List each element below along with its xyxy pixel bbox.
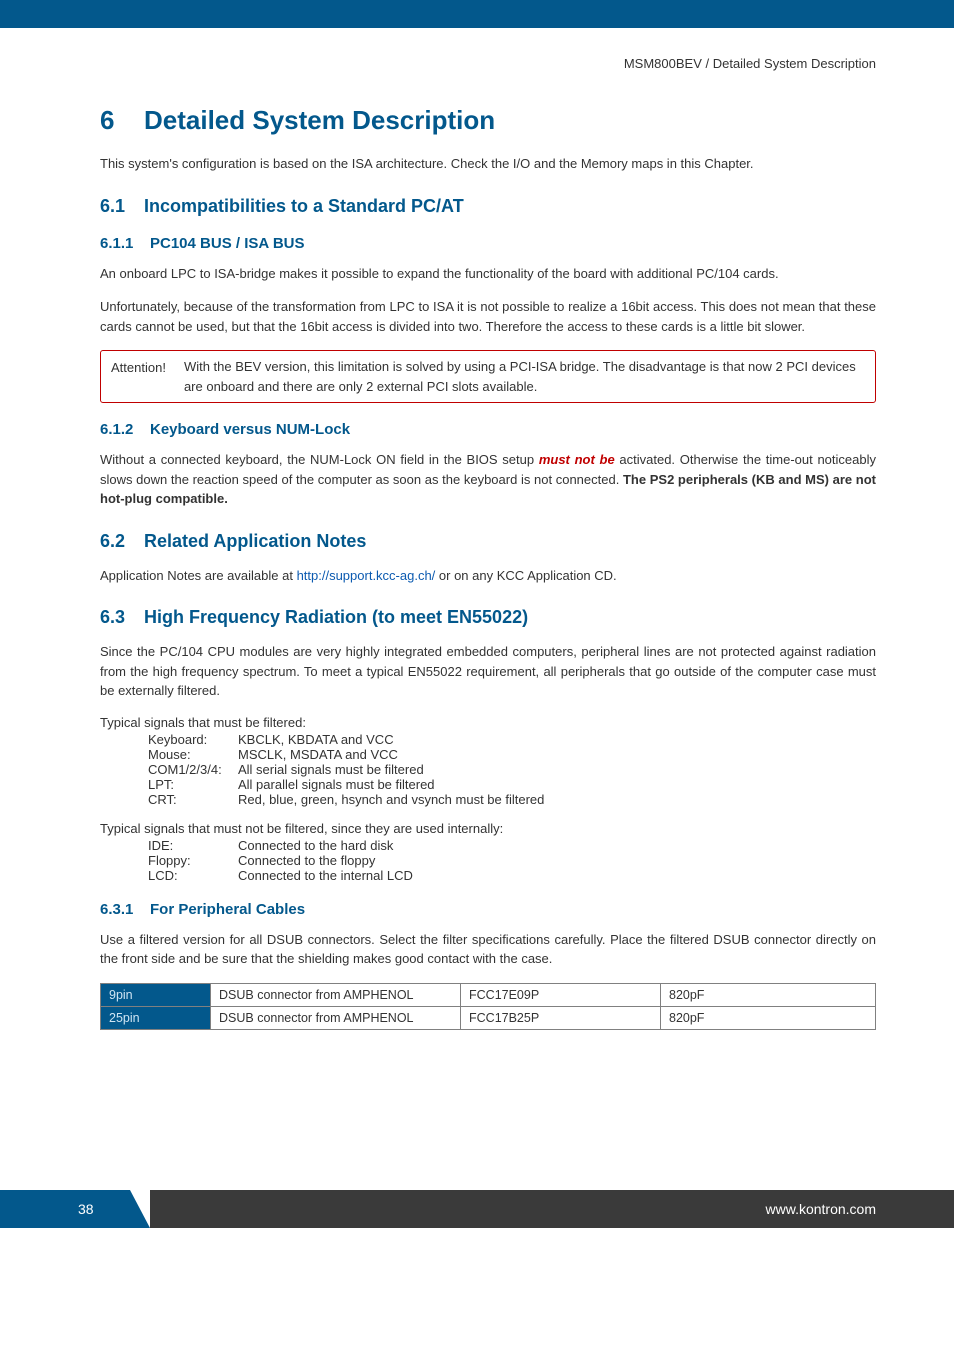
p-631: Use a filtered version for all DSUB conn… bbox=[100, 930, 876, 969]
cell-desc: DSUB connector from AMPHENOL bbox=[211, 1006, 461, 1029]
must-not-be: must not be bbox=[539, 452, 615, 467]
sig-row: IDE:Connected to the hard disk bbox=[148, 838, 876, 853]
h2-61: 6.1Incompatibilities to a Standard PC/AT bbox=[100, 196, 876, 217]
h2-62: 6.2Related Application Notes bbox=[100, 531, 876, 552]
h3-612: 6.1.2Keyboard versus NUM-Lock bbox=[100, 421, 876, 438]
sig-label: IDE: bbox=[148, 838, 238, 853]
sig-row: Keyboard:KBCLK, KBDATA and VCC bbox=[148, 732, 876, 747]
sig-row: LCD:Connected to the internal LCD bbox=[148, 868, 876, 883]
h2-62-title: Related Application Notes bbox=[144, 531, 366, 551]
filtered-table: Keyboard:KBCLK, KBDATA and VCC Mouse:MSC… bbox=[148, 732, 876, 807]
intro-paragraph: This system's configuration is based on … bbox=[100, 154, 876, 174]
notfiltered-table: IDE:Connected to the hard disk Floppy:Co… bbox=[148, 838, 876, 883]
cell-cap: 820pF bbox=[661, 983, 876, 1006]
cell-part: FCC17B25P bbox=[461, 1006, 661, 1029]
p-611-1: An onboard LPC to ISA-bridge makes it po… bbox=[100, 264, 876, 284]
sig-value: Connected to the floppy bbox=[238, 853, 375, 868]
sig-row: LPT:All parallel signals must be filtere… bbox=[148, 777, 876, 792]
table-row: 9pin DSUB connector from AMPHENOL FCC17E… bbox=[101, 983, 876, 1006]
sig-label: Mouse: bbox=[148, 747, 238, 762]
attention-label: Attention! bbox=[111, 357, 166, 396]
table-row: 25pin DSUB connector from AMPHENOL FCC17… bbox=[101, 1006, 876, 1029]
sig-value: All parallel signals must be filtered bbox=[238, 777, 435, 792]
p-62-a: Application Notes are available at bbox=[100, 568, 297, 583]
sig-value: MSCLK, MSDATA and VCC bbox=[238, 747, 398, 762]
cell-pins: 9pin bbox=[101, 983, 211, 1006]
sig-value: Connected to the hard disk bbox=[238, 838, 393, 853]
h3-631-title: For Peripheral Cables bbox=[150, 901, 305, 918]
cell-cap: 820pF bbox=[661, 1006, 876, 1029]
h3-631-num: 6.3.1 bbox=[100, 901, 150, 918]
p-62-b: or on any KCC Application CD. bbox=[435, 568, 616, 583]
sig-row: COM1/2/3/4:All serial signals must be fi… bbox=[148, 762, 876, 777]
sig-label: CRT: bbox=[148, 792, 238, 807]
h3-612-title: Keyboard versus NUM-Lock bbox=[150, 421, 350, 438]
h3-611: 6.1.1PC104 BUS / ISA BUS bbox=[100, 235, 876, 252]
sig-value: KBCLK, KBDATA and VCC bbox=[238, 732, 394, 747]
sig-row: CRT:Red, blue, green, hsynch and vsynch … bbox=[148, 792, 876, 807]
sig-value: Red, blue, green, hsynch and vsynch must… bbox=[238, 792, 544, 807]
support-link[interactable]: http://support.kcc-ag.ch/ bbox=[297, 568, 436, 583]
cell-pins: 25pin bbox=[101, 1006, 211, 1029]
p-612-a: Without a connected keyboard, the NUM-Lo… bbox=[100, 452, 539, 467]
p-62: Application Notes are available at http:… bbox=[100, 566, 876, 586]
h2-62-num: 6.2 bbox=[100, 531, 144, 552]
h3-611-num: 6.1.1 bbox=[100, 235, 150, 252]
filtered-intro: Typical signals that must be filtered: bbox=[100, 715, 876, 730]
h3-631: 6.3.1For Peripheral Cables bbox=[100, 901, 876, 918]
attention-text: With the BEV version, this limitation is… bbox=[184, 357, 865, 396]
breadcrumb: MSM800BEV / Detailed System Description bbox=[0, 28, 954, 81]
sig-row: Mouse:MSCLK, MSDATA and VCC bbox=[148, 747, 876, 762]
sig-label: LPT: bbox=[148, 777, 238, 792]
sig-value: Connected to the internal LCD bbox=[238, 868, 413, 883]
h1: 6Detailed System Description bbox=[100, 105, 876, 136]
h2-63-num: 6.3 bbox=[100, 607, 144, 628]
p-63-1: Since the PC/104 CPU modules are very hi… bbox=[100, 642, 876, 701]
h1-title: Detailed System Description bbox=[144, 105, 495, 135]
h2-63-title: High Frequency Radiation (to meet EN5502… bbox=[144, 607, 528, 627]
h2-63: 6.3High Frequency Radiation (to meet EN5… bbox=[100, 607, 876, 628]
p-612: Without a connected keyboard, the NUM-Lo… bbox=[100, 450, 876, 509]
page-number: 38 bbox=[0, 1190, 130, 1228]
notfiltered-intro: Typical signals that must not be filtere… bbox=[100, 821, 876, 836]
h2-61-num: 6.1 bbox=[100, 196, 144, 217]
sig-value: All serial signals must be filtered bbox=[238, 762, 424, 777]
sig-row: Floppy:Connected to the floppy bbox=[148, 853, 876, 868]
dsub-table: 9pin DSUB connector from AMPHENOL FCC17E… bbox=[100, 983, 876, 1030]
sig-label: Floppy: bbox=[148, 853, 238, 868]
h1-num: 6 bbox=[100, 105, 144, 136]
h2-61-title: Incompatibilities to a Standard PC/AT bbox=[144, 196, 464, 216]
h3-612-num: 6.1.2 bbox=[100, 421, 150, 438]
cell-part: FCC17E09P bbox=[461, 983, 661, 1006]
cell-desc: DSUB connector from AMPHENOL bbox=[211, 983, 461, 1006]
attention-box: Attention! With the BEV version, this li… bbox=[100, 350, 876, 403]
page-footer: 38 www.kontron.com bbox=[0, 1190, 954, 1228]
h3-611-title: PC104 BUS / ISA BUS bbox=[150, 235, 305, 252]
top-bar bbox=[0, 0, 954, 28]
sig-label: COM1/2/3/4: bbox=[148, 762, 238, 777]
p-611-2: Unfortunately, because of the transforma… bbox=[100, 297, 876, 336]
sig-label: LCD: bbox=[148, 868, 238, 883]
sig-label: Keyboard: bbox=[148, 732, 238, 747]
page-content: 6Detailed System Description This system… bbox=[0, 105, 954, 1070]
footer-url: www.kontron.com bbox=[150, 1190, 954, 1228]
